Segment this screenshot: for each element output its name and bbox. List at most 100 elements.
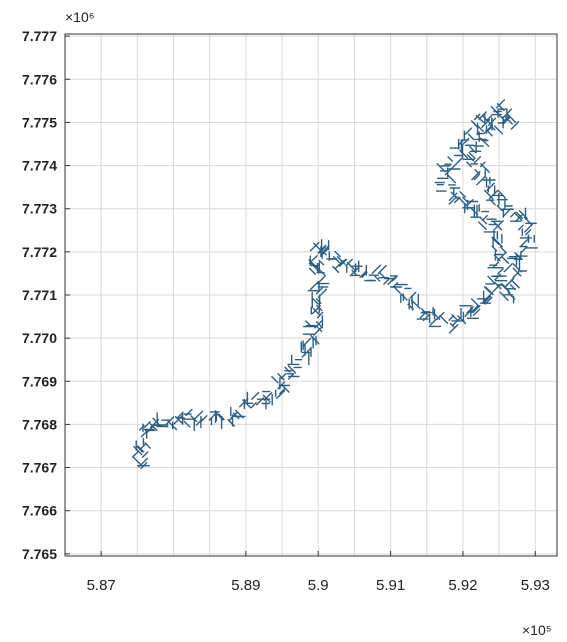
data-segment <box>228 411 238 422</box>
data-segment <box>457 196 468 207</box>
y-tick-label: 7.768 <box>22 416 57 432</box>
data-segment <box>149 423 158 431</box>
data-segment <box>136 446 144 453</box>
data-segment <box>451 314 458 321</box>
data-segment <box>484 296 493 305</box>
data-segment <box>439 315 449 324</box>
data-segment <box>503 263 513 273</box>
data-segment <box>315 325 323 333</box>
data-segment <box>512 263 522 273</box>
data-segment <box>312 308 321 316</box>
data-segment <box>141 451 149 458</box>
data-segment <box>494 281 502 290</box>
data-segment <box>464 127 472 135</box>
data-segment <box>495 99 506 109</box>
data-segment <box>351 269 357 276</box>
data-segment <box>485 286 494 296</box>
data-segment <box>287 365 297 374</box>
data-segment <box>510 121 520 130</box>
data-segment <box>473 155 482 164</box>
data-segment <box>499 246 507 254</box>
data-segment <box>318 275 326 283</box>
data-segment <box>493 221 503 231</box>
data-segment <box>470 298 481 308</box>
data-segment <box>493 237 503 248</box>
y-tick-label: 7.771 <box>22 287 57 303</box>
data-segment <box>251 391 260 400</box>
data-segment <box>493 261 500 268</box>
data-segment <box>514 213 524 223</box>
data-segment <box>502 207 512 218</box>
data-segment <box>309 241 320 252</box>
data-segment <box>467 198 474 205</box>
data-segment <box>177 411 184 418</box>
data-segment <box>501 256 510 264</box>
data-segment <box>482 214 488 221</box>
data-segment <box>499 291 509 301</box>
data-segment <box>419 312 426 319</box>
data-segment <box>510 211 516 218</box>
data-segment <box>199 415 208 423</box>
x-tick-label: 5.9 <box>308 577 329 594</box>
data-segment <box>277 373 285 381</box>
data-segment <box>512 267 522 277</box>
tick-labels: 5.87 5.89 5.9 5.91 5.92 5.93 7.765 7.766 7.767 7.… <box>22 28 550 594</box>
x-tick-label: 5.92 <box>448 577 477 594</box>
data-segment <box>262 394 271 403</box>
data-segment <box>475 114 485 124</box>
y-tick-label: 7.776 <box>22 71 57 87</box>
data-segment <box>308 267 316 275</box>
data-segment <box>359 270 368 278</box>
data-segment <box>478 221 487 231</box>
data-segment <box>523 216 532 225</box>
x-tick-label: 5.89 <box>231 577 260 594</box>
data-segment <box>409 291 417 299</box>
data-segment <box>284 366 291 373</box>
data-segment <box>235 409 244 419</box>
data-segment <box>271 376 279 384</box>
data-segment <box>466 306 474 314</box>
data-segment <box>494 273 501 281</box>
data-segment <box>448 195 458 205</box>
data-segment <box>407 303 414 310</box>
data-segment <box>183 420 191 428</box>
data-segment <box>462 196 468 203</box>
data-segment <box>317 288 328 298</box>
data-segment <box>517 224 524 231</box>
data-segment <box>310 262 320 272</box>
data-segment <box>320 249 327 256</box>
data-segment <box>503 108 513 117</box>
grid-lines <box>65 34 557 556</box>
data-segment <box>457 315 467 325</box>
data-segment <box>279 387 286 395</box>
data-segment <box>487 125 494 132</box>
data-segment <box>470 120 478 127</box>
data-segment <box>471 170 481 181</box>
data-segment <box>133 445 143 456</box>
data-segment <box>466 161 472 168</box>
data-segment <box>470 305 479 314</box>
data-segment <box>485 129 493 137</box>
data-segment <box>302 337 312 347</box>
data-segment <box>165 416 175 425</box>
data-segment <box>510 279 520 289</box>
data-segment <box>144 442 151 449</box>
data-segment <box>506 113 517 123</box>
data-segment <box>473 174 480 181</box>
data-segment <box>487 275 496 284</box>
data-segment <box>143 421 151 428</box>
data-segment <box>238 398 249 408</box>
data-segment <box>506 277 515 286</box>
data-segment <box>472 308 481 317</box>
data-segment <box>491 236 500 246</box>
data-segment <box>349 266 360 277</box>
data-segment <box>483 295 492 303</box>
data-segment <box>280 373 287 380</box>
data-segment <box>332 265 340 274</box>
data-segment <box>280 383 290 393</box>
data-segment <box>378 271 386 279</box>
data-segment <box>520 246 528 254</box>
y-axis-exponent-label: ×10⁶ <box>65 9 95 25</box>
data-segment <box>459 191 466 198</box>
data-segment <box>447 156 454 163</box>
